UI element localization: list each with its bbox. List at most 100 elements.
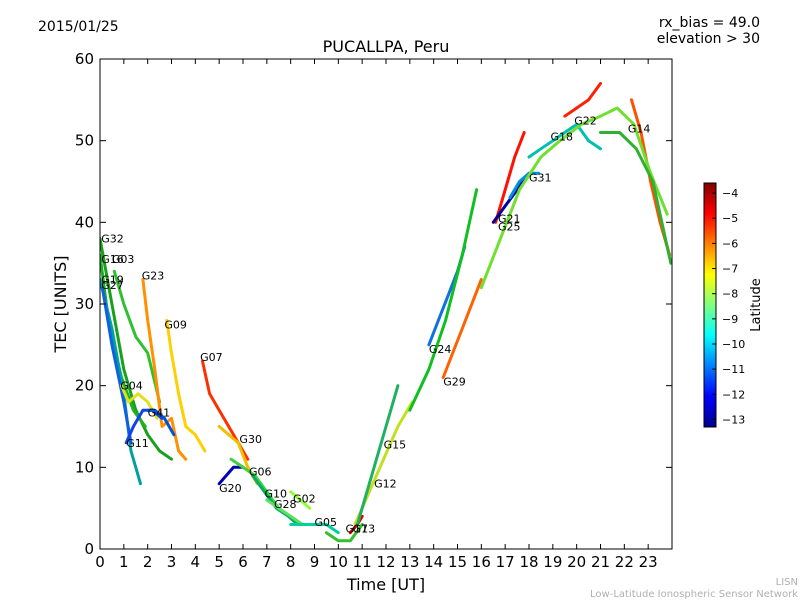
chart-title: PUCALLPA, Peru	[323, 37, 450, 56]
x-tick-label: 5	[214, 553, 224, 571]
series-line-g17	[324, 523, 364, 543]
colorbar-label: Latitude	[749, 278, 764, 332]
footer-lisn: LISN	[776, 577, 798, 588]
footer-network: Low-Latitude Ionospheric Sensor Network	[590, 589, 798, 600]
series-label-g13: G13	[353, 523, 376, 536]
colorbar-tick-label: −9	[722, 313, 738, 326]
series-line-g05	[289, 523, 340, 535]
x-tick-label: 18	[519, 553, 538, 571]
series-label-g07: G07	[200, 351, 223, 364]
series-label-g20: G20	[219, 482, 242, 495]
x-tick-label: 23	[639, 553, 658, 571]
y-axis: 0 10 20 30 40 50 60	[75, 50, 672, 558]
y-tick-label: 0	[84, 540, 94, 558]
series-label-g28: G28	[274, 498, 297, 511]
colorbar-tick-label: −5	[722, 212, 738, 225]
x-tick-label: 14	[424, 553, 443, 571]
x-tick-label: 12	[376, 553, 395, 571]
x-tick-label: 10	[329, 553, 348, 571]
x-tick-label: 3	[167, 553, 177, 571]
x-tick-label: 15	[448, 553, 467, 571]
series-label-g14: G14	[628, 122, 651, 135]
x-tick-label: 22	[615, 553, 634, 571]
series-label-g19: G19	[101, 274, 124, 287]
y-axis-label: TEC [UNITS]	[51, 256, 70, 354]
series-label-g25: G25	[498, 220, 521, 233]
series-line-g22	[563, 82, 602, 118]
series-label-g02: G02	[293, 492, 316, 505]
series-line-g15	[355, 384, 400, 526]
series-line-east-2	[479, 106, 669, 290]
plot-area	[100, 59, 672, 549]
x-tick-label: 17	[496, 553, 515, 571]
series-line-g41	[146, 408, 176, 437]
y-tick-label: 30	[75, 295, 94, 313]
series-line-g23	[141, 278, 188, 461]
x-tick-label: 4	[191, 553, 201, 571]
series-label-g17: G17	[345, 523, 368, 536]
colorbar	[703, 182, 717, 428]
x-tick-label: 7	[262, 553, 272, 571]
series-line-g28	[265, 498, 305, 526]
series-label-g21: G21	[498, 212, 521, 225]
series-line-g29	[441, 278, 483, 379]
x-tick-label: 2	[143, 553, 153, 571]
series-line-g06	[229, 457, 281, 510]
colorbar-tick-label: −10	[722, 338, 745, 351]
series-line-g32	[100, 237, 173, 461]
series-label-g24: G24	[429, 343, 452, 356]
x-tick-label: 0	[95, 553, 105, 571]
colorbar-tick-label: −13	[722, 413, 745, 426]
y-tick-label: 20	[75, 377, 94, 395]
series-label-g04: G04	[120, 380, 143, 393]
colorbar-tick-label: −11	[722, 363, 745, 376]
series-label-g27: G27	[101, 279, 124, 292]
series-label-g09: G09	[164, 318, 187, 331]
x-tick-label: 21	[591, 553, 610, 571]
series-label-g23: G23	[142, 269, 165, 282]
series-label-g16: G16	[101, 253, 124, 266]
series-line-g27	[100, 286, 133, 445]
colorbar-ticks: −4 −5 −6 −7 −8 −9 −10 −11 −12 −13	[712, 187, 745, 426]
series-label-g11: G11	[126, 437, 149, 450]
x-tick-label: 9	[310, 553, 320, 571]
series-label-g03: G03	[112, 253, 135, 266]
series-label-g06: G06	[249, 465, 272, 478]
series-line-g09	[165, 318, 207, 453]
series-line-g18	[527, 122, 602, 159]
y-tick-label: 40	[75, 213, 94, 231]
x-tick-label: 8	[286, 553, 296, 571]
bias-label: rx_bias = 49.0	[659, 15, 760, 31]
series-label-g05: G05	[315, 516, 338, 529]
series-line-g04	[120, 384, 159, 420]
colorbar-tick-label: −7	[722, 263, 738, 276]
colorbar-tick-label: −12	[722, 388, 745, 401]
colorbar-tick-label: −4	[722, 187, 738, 200]
series-layer	[100, 82, 672, 543]
series-label-g41: G41	[148, 407, 171, 420]
x-tick-label: 20	[567, 553, 586, 571]
series-line-g31	[508, 171, 540, 200]
series-line-g21	[494, 131, 526, 224]
x-axis-label: Time [UT]	[346, 575, 425, 594]
series-label-g29: G29	[443, 376, 466, 389]
series-label-g10: G10	[264, 487, 287, 500]
x-tick-label: 19	[543, 553, 562, 571]
series-label-g12: G12	[374, 478, 397, 491]
series-line-g20	[217, 465, 245, 486]
y-tick-label: 60	[75, 50, 94, 68]
series-label-g22: G22	[574, 114, 597, 127]
x-tick-label: 16	[472, 553, 491, 571]
series-label-g18: G18	[550, 131, 573, 144]
x-tick-label: 11	[353, 553, 372, 571]
series-line-g02	[289, 490, 312, 510]
y-tick-label: 50	[75, 132, 94, 150]
x-axis: 0 1 2 3 4 5 6 7 8 9 10 11 12 13 14 15 16 17 18 19 20 21 22 23	[95, 59, 658, 571]
series-line-east-3	[599, 131, 672, 265]
series-label-g30: G30	[239, 433, 262, 446]
x-tick-label: 6	[238, 553, 248, 571]
series-label-g15: G15	[384, 438, 407, 451]
series-line-east-1	[408, 188, 479, 412]
